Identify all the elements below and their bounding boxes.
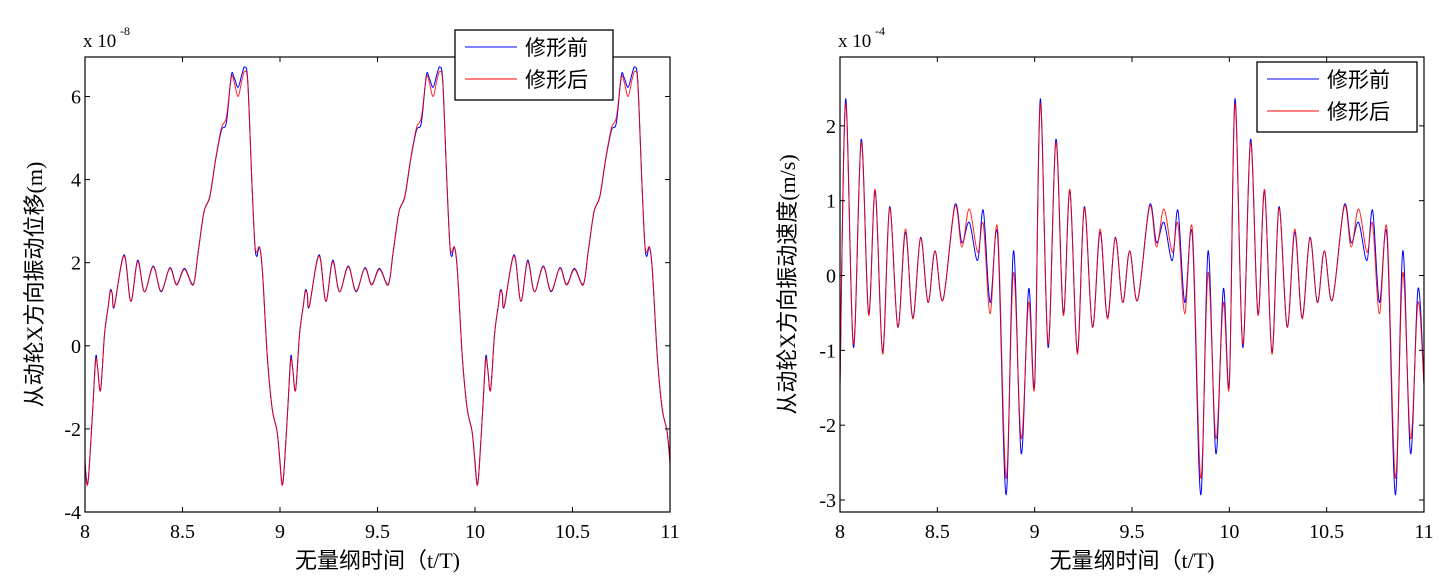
y-axis-label: 从动轮X方向振动位移(m)	[22, 162, 47, 408]
x-tick-label: 10.5	[555, 521, 590, 543]
y-tick-label: 0	[71, 336, 81, 358]
axis-exponent-base: x 10	[83, 31, 116, 52]
x-tick-label: 11	[1414, 521, 1433, 543]
chart-1: 8 8.5 9 9.5 10 10.5 11 -4 -2 0 2 4 6 x 10 -8 无量纲时间（t/T)…	[22, 24, 680, 573]
y-tick-label: -2	[819, 415, 836, 437]
plot-area	[85, 57, 670, 512]
legend-box	[454, 29, 614, 101]
legend-label: 修形前	[525, 36, 588, 60]
x-tick-label: 9	[275, 521, 285, 543]
x-axis-label: 无量纲时间（t/T)	[1050, 548, 1215, 573]
x-tick-label: 10	[465, 521, 485, 543]
series-line-after	[84, 70, 671, 486]
x-axis-label: 无量纲时间（t/T)	[295, 548, 460, 573]
series-line-after	[839, 102, 1425, 479]
axis-exponent-power: -4	[875, 24, 885, 38]
y-tick-label: 1	[826, 191, 836, 213]
y-tick-label: 6	[71, 86, 81, 108]
legend-box	[1256, 61, 1418, 133]
y-tick-label: 2	[71, 253, 81, 275]
y-tick-label: -1	[819, 340, 836, 362]
x-tick-label: 11	[660, 521, 679, 543]
x-tick-label: 8.5	[170, 521, 195, 543]
legend-label: 修形后	[525, 68, 588, 92]
x-tick-label: 9.5	[365, 521, 390, 543]
x-tick-label: 10	[1219, 521, 1239, 543]
y-tick-label: -4	[64, 502, 81, 524]
x-tick-label: 10.5	[1309, 521, 1344, 543]
x-tick-label: 9.5	[1120, 521, 1145, 543]
chart-2: 8 8.5 9 9.5 10 10.5 11 -3 -2 -1 0 1 2 x 10 -4 无量纲时间（t/T…	[775, 24, 1434, 573]
y-tick-label: 0	[826, 266, 836, 288]
x-tick-label: 8	[80, 521, 90, 543]
x-tick-label: 9	[1030, 521, 1040, 543]
y-tick-label: 4	[71, 170, 81, 192]
y-tick-label: -2	[64, 419, 81, 441]
y-tick-label: -3	[819, 490, 836, 512]
x-tick-label: 8	[835, 521, 845, 543]
legend-label: 修形后	[1327, 100, 1390, 124]
x-tick-label: 8.5	[925, 521, 950, 543]
axis-exponent-power: -8	[120, 24, 130, 38]
y-tick-label: 2	[826, 116, 836, 138]
axis-exponent-base: x 10	[838, 31, 871, 52]
legend-label: 修形前	[1327, 68, 1390, 92]
y-axis-label: 从动轮X方向振动速度(m/s)	[775, 154, 800, 414]
plot-area	[840, 57, 1424, 512]
